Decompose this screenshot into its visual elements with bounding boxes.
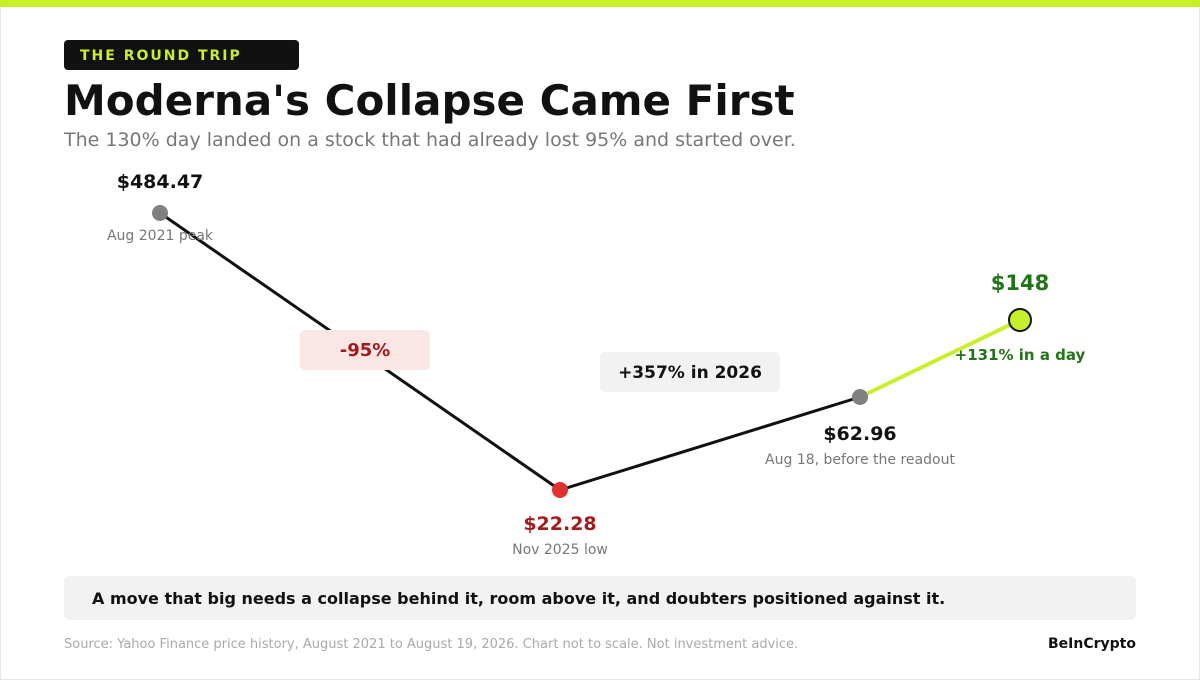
point-label: Aug 2021 peak	[107, 228, 214, 244]
callout-bg	[64, 576, 1136, 620]
price: $484.47	[117, 171, 204, 193]
segment-box	[300, 330, 430, 370]
point	[1008, 308, 1032, 332]
point	[152, 205, 168, 221]
point	[852, 389, 868, 405]
price: $148	[991, 271, 1049, 295]
price: $62.96	[823, 423, 896, 445]
point-label: Aug 18, before the readout	[765, 452, 955, 468]
segment-label: +357% in 2026	[618, 363, 762, 383]
point-label: Nov 2025 low	[512, 542, 608, 558]
segment-label: -95%	[340, 340, 391, 361]
jump-line	[859, 318, 1021, 399]
brand: BeInCrypto	[1048, 636, 1136, 652]
point-label: +131% in a day	[955, 346, 1086, 364]
price: $22.28	[523, 513, 596, 535]
callout: A move that big needs a collapse behind …	[92, 589, 945, 608]
badge: THE ROUND TRIP	[80, 48, 242, 64]
subtitle: The 130% day landed on a stock that had …	[63, 129, 796, 151]
source: Source: Yahoo Finance price history, Aug…	[64, 637, 798, 652]
badge-bg	[64, 40, 299, 70]
segment-box	[600, 352, 780, 392]
title: Moderna's Collapse Came First	[64, 76, 795, 125]
top-bar	[0, 0, 1200, 7]
point	[552, 482, 568, 498]
